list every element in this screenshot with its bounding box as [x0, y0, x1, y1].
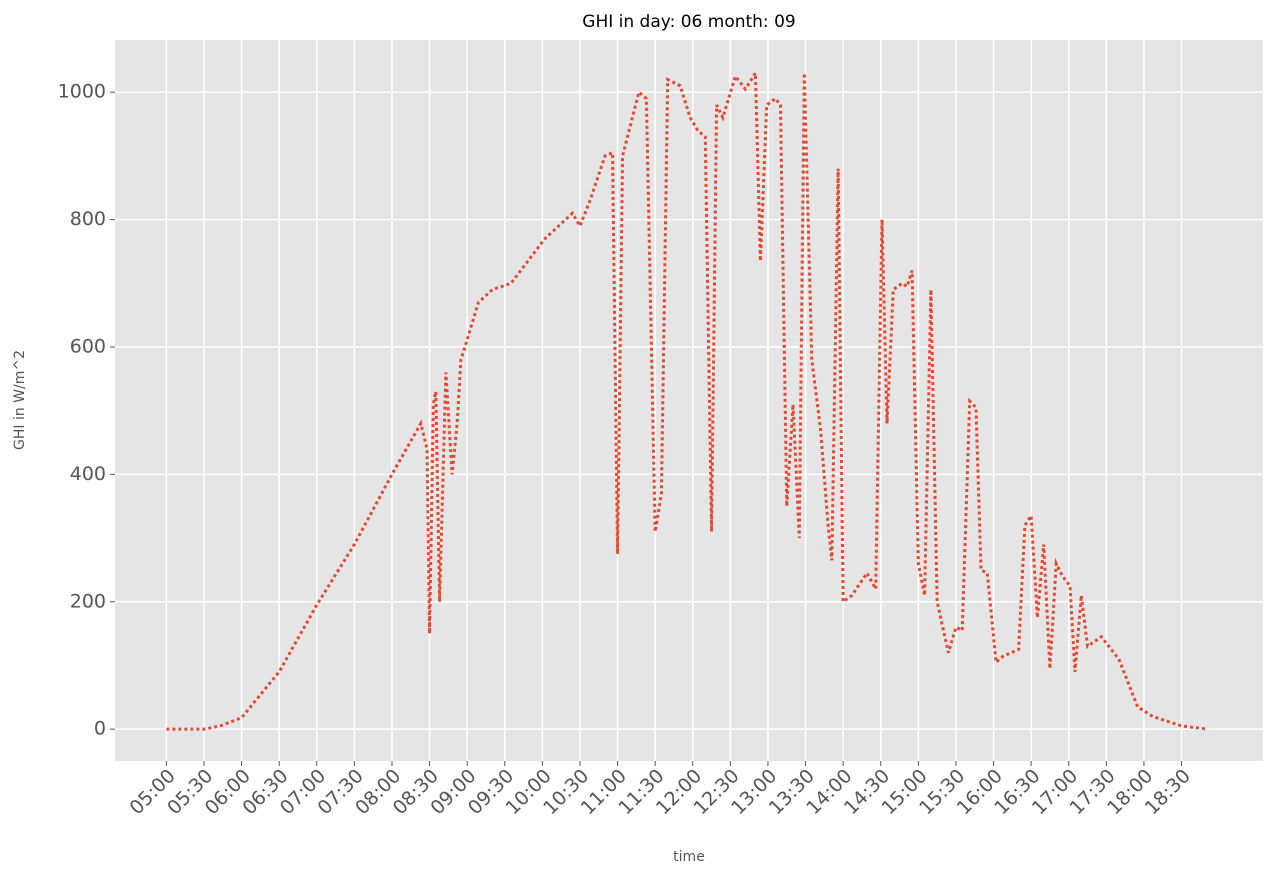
y-tick-label: 800: [70, 208, 106, 230]
y-tick-label: 0: [94, 718, 106, 740]
y-tick-label: 200: [70, 590, 106, 612]
y-tick-label: 400: [70, 463, 106, 485]
y-tick-label: 1000: [58, 81, 106, 103]
x-axis-label: time: [673, 849, 705, 865]
y-tick-label: 600: [70, 335, 106, 357]
plot-background: [115, 40, 1263, 761]
data-line: [166, 68, 1209, 731]
chart-title: GHI in day: 06 month: 09: [582, 12, 795, 32]
y-axis-label: GHI in W/m^2: [12, 350, 28, 450]
